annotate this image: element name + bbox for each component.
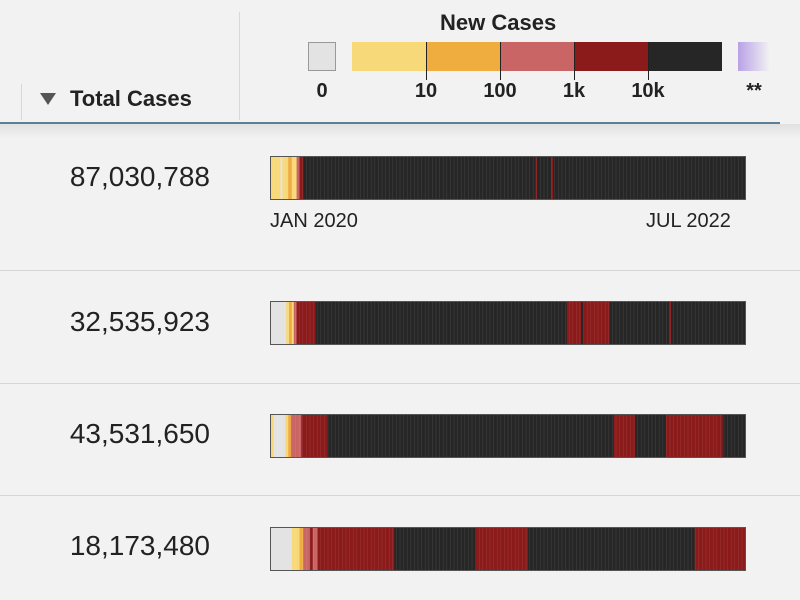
timeline-segment-lt10	[285, 415, 289, 457]
new-cases-timeline[interactable]	[270, 414, 746, 458]
header-shadow	[0, 124, 800, 138]
legend-tick	[426, 42, 427, 80]
legend-label: 100	[483, 80, 517, 102]
column-divider	[21, 84, 22, 120]
timeline-segment-lt10k	[299, 157, 304, 199]
new-cases-timeline[interactable]	[270, 301, 746, 345]
legend-label: 10	[414, 80, 438, 102]
timeline-segment-gte10k	[609, 302, 670, 344]
legend-swatch-zero	[308, 42, 336, 71]
timeline-segment-lt10	[282, 157, 289, 199]
timeline-segment-gte10k	[327, 415, 615, 457]
timeline-svg	[271, 415, 745, 457]
timeline-segment-zero	[271, 302, 287, 344]
timeline-segment-lt1k	[290, 415, 302, 457]
timeline-segment-lt10	[286, 302, 290, 344]
legend-label: 10k	[631, 80, 665, 102]
timeline-segment-zero	[273, 415, 286, 457]
total-cases-value: 87,030,788	[69, 161, 210, 192]
legend-tick	[500, 42, 501, 80]
timeline-segment-lt10	[271, 415, 275, 457]
timeline-segment-zero	[271, 528, 293, 570]
total-cases-value: 32,535,923	[69, 306, 210, 337]
legend-swatch-lt10	[352, 42, 426, 71]
timeline-segment-gte10k	[394, 528, 477, 570]
timeline-segment-gte10k	[580, 302, 584, 344]
timeline-segment-gte10k	[527, 528, 696, 570]
timeline-segment-lt10k	[301, 415, 328, 457]
legend-swatch-lt1k	[500, 42, 574, 71]
timeline-segment-lt1k	[303, 528, 311, 570]
legend-swatch-special	[738, 42, 770, 71]
legend-label: **	[746, 80, 762, 102]
timeline-segment-lt100	[289, 302, 293, 344]
timeline-segment-lt100	[288, 415, 292, 457]
timeline-segment-gte10k	[303, 157, 536, 199]
timeline-segment-gte10k	[722, 415, 745, 457]
timeline-segment-lt10k	[583, 302, 610, 344]
timeline-segment-lt100	[299, 528, 304, 570]
new-cases-timeline[interactable]	[270, 527, 746, 571]
axis-end-label: JUL 2022	[646, 210, 731, 232]
column-divider	[239, 12, 240, 120]
timeline-segment-lt10k	[551, 157, 554, 199]
timeline-segment-gte10k	[536, 157, 552, 199]
timeline-segment-lt100	[288, 157, 293, 199]
timeline-segment-lt10k	[475, 528, 529, 570]
timeline-segment-lt10k	[566, 302, 582, 344]
legend-tick	[648, 42, 649, 80]
timeline-segment-lt10k	[317, 528, 395, 570]
total-cases-header: Total Cases	[70, 86, 192, 111]
timeline-segment-lt10k	[613, 415, 636, 457]
timeline-segment-gte10k	[553, 157, 745, 199]
header-underline	[0, 122, 780, 124]
timeline-segment-lt10	[291, 157, 298, 199]
table-header: Total Cases New Cases 0 10 100 1k 10k **	[0, 0, 800, 124]
timeline-segment-lt1k	[293, 302, 298, 344]
timeline-segment-lt10	[291, 528, 300, 570]
timeline-svg	[271, 302, 745, 344]
timeline-segment-lt1k	[312, 528, 318, 570]
sort-descending-icon	[40, 93, 56, 105]
row-divider	[0, 495, 800, 496]
timeline-segment-lt10k	[309, 528, 314, 570]
new-cases-timeline[interactable]	[270, 156, 746, 200]
timeline-segment-lt10k	[669, 302, 672, 344]
total-cases-value: 18,173,480	[69, 530, 210, 561]
legend-swatch-gte10k	[648, 42, 722, 71]
timeline-segment-lt10k	[694, 528, 745, 570]
legend-label: 1k	[562, 80, 586, 102]
legend-title: New Cases	[440, 10, 557, 35]
row-divider	[0, 270, 800, 271]
row-divider	[0, 383, 800, 384]
timeline-segment-zero	[280, 157, 283, 199]
timeline-segment-lt10	[291, 302, 295, 344]
axis-start-label: JAN 2020	[270, 210, 358, 232]
timeline-segment-lt1k	[296, 157, 300, 199]
total-cases-value: 43,531,650	[69, 418, 210, 449]
timeline-svg	[271, 528, 745, 570]
legend-label: 0	[316, 80, 328, 102]
timeline-segment-gte10k	[671, 302, 745, 344]
legend-swatch-lt100	[426, 42, 500, 71]
timeline-segment-lt10k	[665, 415, 724, 457]
timeline-segment-lt10	[271, 157, 281, 199]
timeline-segment-gte10k	[635, 415, 667, 457]
legend-swatch-lt10k	[574, 42, 648, 71]
legend-tick	[574, 42, 575, 80]
timeline-segment-lt10k	[296, 302, 317, 344]
timeline-svg	[271, 157, 745, 199]
timeline-segment-gte10k	[315, 302, 568, 344]
sort-total-cases-button[interactable]: Total Cases	[40, 86, 192, 112]
timeline-segment-lt10k	[535, 157, 538, 199]
